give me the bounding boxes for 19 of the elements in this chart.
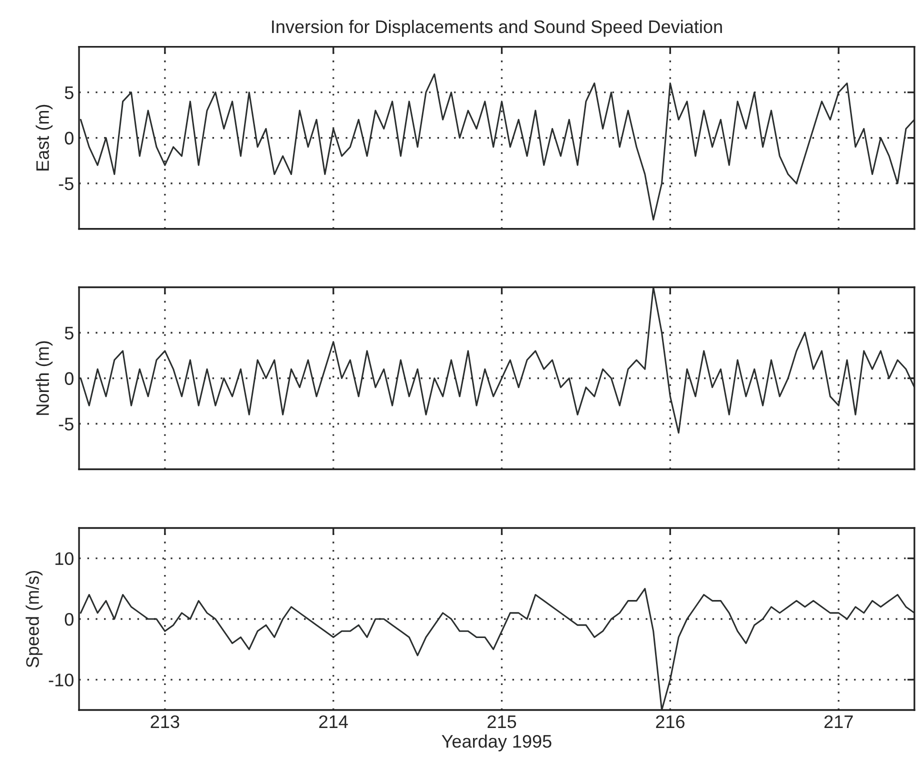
y-axis-title: North (m) <box>36 341 53 415</box>
x-tick-label: 215 <box>488 715 516 728</box>
y-tick-label: 5 <box>64 86 74 100</box>
y-tick-label: 0 <box>64 132 74 145</box>
y-tick-label: -5 <box>58 177 74 190</box>
x-tick-label: 213 <box>150 715 180 728</box>
y-axis-title: East (m) <box>36 104 53 170</box>
y-tick-label: 0 <box>64 612 74 626</box>
y-tick-label: 10 <box>55 552 74 566</box>
y-tick-label: 0 <box>64 372 74 385</box>
x-tick-label: 217 <box>824 715 853 728</box>
y-tick-label: -5 <box>58 418 74 430</box>
chart-title: Inversion for Displacements and Sound Speed Deviation <box>272 20 722 37</box>
y-axis-title: Speed (m/s) <box>26 570 43 668</box>
x-tick-label: 216 <box>656 715 684 728</box>
x-tick-label: 214 <box>319 715 348 728</box>
y-tick-label: 5 <box>64 326 74 340</box>
y-tick-label: -10 <box>48 674 74 686</box>
x-axis-title: Yearday 1995 <box>442 734 552 752</box>
